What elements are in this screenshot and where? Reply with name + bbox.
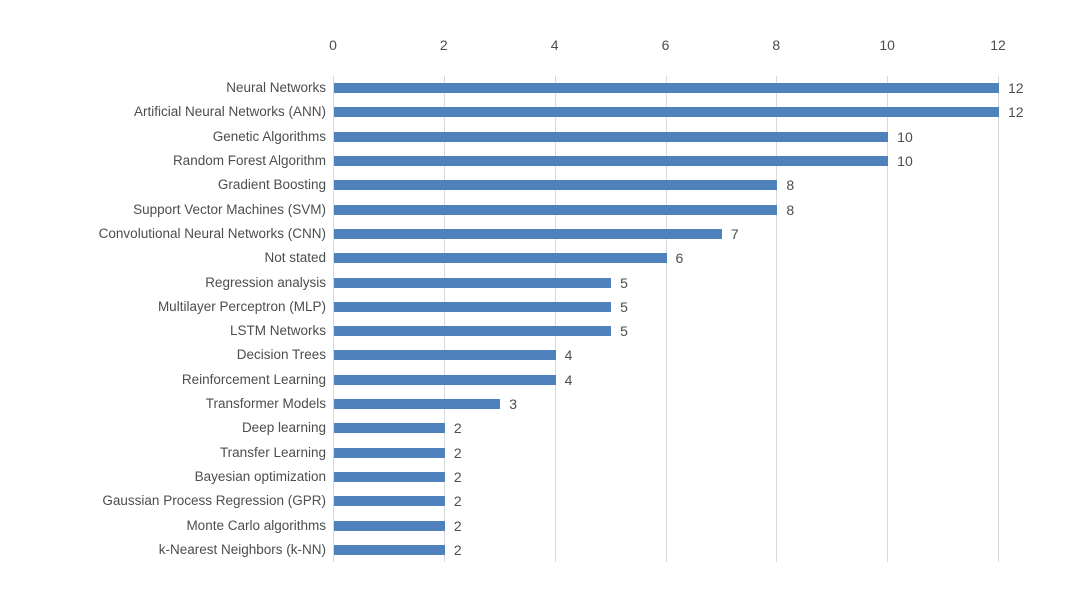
category-label: Gradient Boosting <box>217 177 326 193</box>
category-label: k-Nearest Neighbors (k-NN) <box>158 541 326 557</box>
value-label: 7 <box>730 225 739 242</box>
x-tick-label: 12 <box>990 37 1006 53</box>
gridline <box>887 76 889 562</box>
gridline <box>443 76 445 562</box>
category-label: Transformer Models <box>205 396 326 412</box>
category-label: Convolutional Neural Networks (CNN) <box>98 225 326 241</box>
value-label: 4 <box>564 347 573 364</box>
gridline <box>776 76 778 562</box>
value-label: 5 <box>620 323 628 340</box>
category-label: Not stated <box>264 250 326 266</box>
category-label: Deep learning <box>241 420 326 436</box>
bar <box>334 301 612 312</box>
category-label: Regression analysis <box>205 274 326 290</box>
category-label: Reinforcement Learning <box>181 371 326 387</box>
category-label: Genetic Algorithms <box>212 128 326 144</box>
bar <box>334 180 778 191</box>
category-label: Gaussian Process Regression (GPR) <box>102 493 326 509</box>
bar <box>334 423 445 434</box>
category-label: Transfer Learning <box>219 444 326 460</box>
bar <box>334 496 445 507</box>
category-label: Support Vector Machines (SVM) <box>133 201 326 217</box>
bar <box>334 350 556 361</box>
value-label: 3 <box>509 396 518 413</box>
value-label: 2 <box>453 493 462 510</box>
gridline <box>554 76 556 562</box>
category-label: Random Forest Algorithm <box>172 153 326 169</box>
category-label: LSTM Networks <box>229 323 326 339</box>
value-label: 5 <box>620 298 628 315</box>
value-label: 12 <box>1008 104 1024 121</box>
value-label: 8 <box>786 177 795 194</box>
value-label: 4 <box>564 371 573 388</box>
value-label: 10 <box>897 128 913 145</box>
bar <box>334 544 445 555</box>
bar <box>334 326 612 337</box>
value-label: 2 <box>453 517 462 534</box>
bar <box>334 83 999 94</box>
x-tick-label: 10 <box>879 37 895 53</box>
category-label: Bayesian optimization <box>194 468 326 484</box>
category-label: Monte Carlo algorithms <box>186 517 326 533</box>
gridline <box>665 76 667 562</box>
bar <box>334 399 501 410</box>
value-label: 12 <box>1008 80 1024 97</box>
value-label: 2 <box>453 541 462 558</box>
bar <box>334 447 445 458</box>
value-label: 2 <box>453 468 462 485</box>
value-label: 2 <box>453 420 462 437</box>
bar <box>334 107 999 118</box>
bar <box>334 520 445 531</box>
value-label: 5 <box>620 274 628 291</box>
bar <box>334 131 889 142</box>
x-tick-label: 0 <box>329 37 337 53</box>
bar <box>334 156 889 167</box>
category-label: Neural Networks <box>226 80 326 96</box>
category-label: Artificial Neural Networks (ANN) <box>133 104 326 120</box>
value-label: 2 <box>453 444 462 461</box>
value-label: 8 <box>786 201 795 218</box>
gridline <box>333 76 334 562</box>
gridline <box>998 76 999 562</box>
bar <box>334 277 612 288</box>
x-tick-label: 4 <box>550 37 559 53</box>
category-label: Multilayer Perceptron (MLP) <box>157 298 326 314</box>
category-label: Decision Trees <box>236 347 326 363</box>
x-tick-label: 8 <box>772 37 781 53</box>
value-label: 10 <box>897 153 913 170</box>
value-label: 6 <box>675 250 684 267</box>
x-tick-label: 6 <box>661 37 670 53</box>
bar <box>334 471 445 482</box>
bar <box>334 228 722 239</box>
bar <box>334 204 778 215</box>
bar <box>334 253 667 264</box>
x-tick-label: 2 <box>439 37 448 53</box>
bar <box>334 374 556 385</box>
